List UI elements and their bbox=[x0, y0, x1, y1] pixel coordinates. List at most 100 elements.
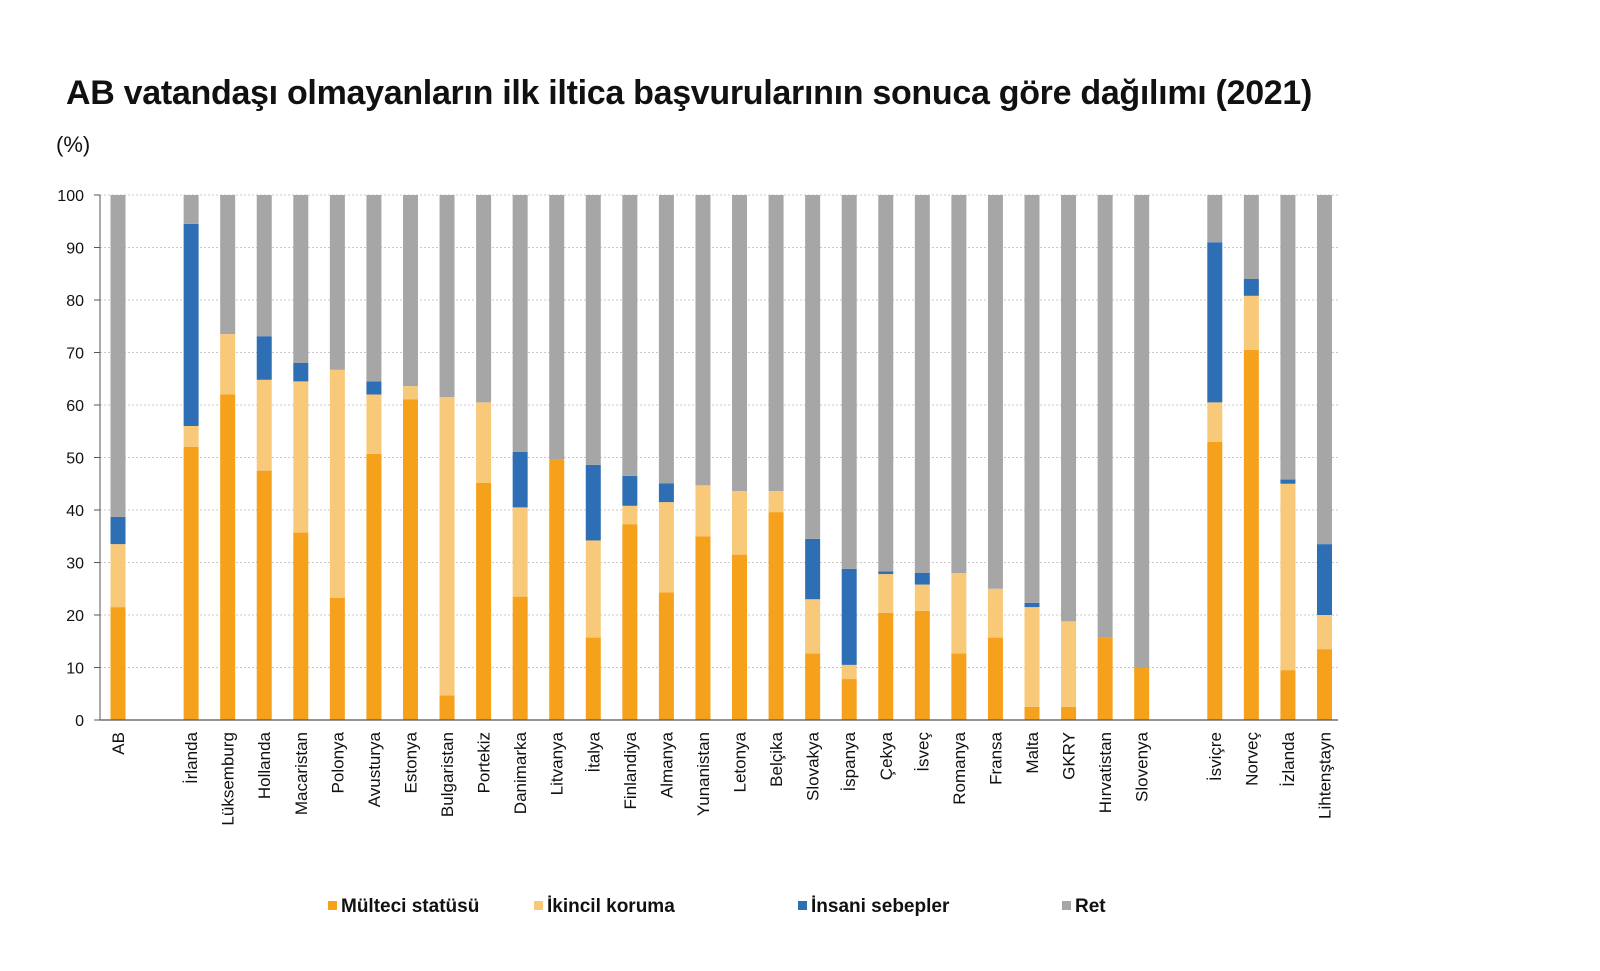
bar-segment bbox=[512, 451, 528, 508]
bar-segment bbox=[476, 482, 492, 720]
y-tick-label: 70 bbox=[66, 346, 84, 363]
x-tick-label: İrlanda bbox=[182, 731, 201, 784]
bar-segment bbox=[914, 573, 930, 585]
bar-segment bbox=[732, 195, 748, 492]
bar-segment bbox=[439, 195, 455, 398]
bar-segment bbox=[512, 596, 528, 720]
x-tick-label: İsviçre bbox=[1206, 732, 1225, 781]
chart-title: AB vatandaşı olmayanların ilk iltica baş… bbox=[66, 74, 1313, 112]
bar-segment bbox=[658, 195, 674, 484]
category-labels: AB İrlanda Lüksemburg Hollanda Macaristan Pol… bbox=[109, 731, 1334, 825]
x-tick-label: Litvanya bbox=[548, 731, 567, 795]
bar-segment bbox=[987, 588, 1003, 638]
y-tick-label: 0 bbox=[75, 713, 84, 730]
bar-segment bbox=[1280, 479, 1296, 484]
legend-swatch bbox=[798, 901, 807, 910]
x-tick-label: Çekya bbox=[877, 731, 896, 780]
bar-segment bbox=[914, 584, 930, 611]
y-tick-label: 50 bbox=[66, 451, 84, 468]
bar-segment bbox=[366, 381, 382, 395]
x-tick-label: Estonya bbox=[401, 731, 420, 793]
bar-segment bbox=[805, 195, 821, 539]
legend-swatch bbox=[328, 901, 337, 910]
x-tick-label: Belçika bbox=[767, 731, 786, 786]
x-tick-label: Hollanda bbox=[255, 731, 274, 799]
x-tick-label: GKRY bbox=[1060, 732, 1079, 780]
bar-segment bbox=[293, 363, 309, 382]
bar-segment bbox=[512, 507, 528, 597]
bar-segment bbox=[1207, 402, 1223, 442]
bar-segment bbox=[878, 571, 894, 575]
bar-segment bbox=[768, 195, 784, 492]
bar-segment bbox=[1207, 441, 1223, 720]
bar-segment bbox=[439, 397, 455, 696]
bar-segment bbox=[293, 532, 309, 720]
legend-label: Mülteci statüsü bbox=[341, 896, 479, 917]
bar-segment bbox=[878, 195, 894, 572]
bar-segment bbox=[768, 512, 784, 720]
bar-segment bbox=[658, 502, 674, 593]
bar-segment bbox=[951, 573, 967, 654]
bar-segment bbox=[549, 195, 565, 460]
bar-segment bbox=[256, 336, 272, 380]
x-tick-label: Bulgaristan bbox=[438, 732, 457, 817]
bar-segment bbox=[1207, 242, 1223, 403]
bar-segment bbox=[622, 475, 638, 506]
legend-swatch bbox=[1062, 901, 1071, 910]
bar-segment bbox=[293, 195, 309, 363]
bar-segment bbox=[658, 483, 674, 503]
bar-segment bbox=[183, 195, 199, 224]
bar-segment bbox=[329, 597, 345, 720]
bar-segment bbox=[585, 637, 601, 720]
bar-segment bbox=[951, 195, 967, 573]
x-tick-label: Letonya bbox=[731, 731, 750, 792]
bar-segment bbox=[841, 568, 857, 665]
bar-segment bbox=[987, 195, 1003, 589]
bar-segment bbox=[476, 402, 492, 483]
x-tick-label: Hırvatistan bbox=[1096, 732, 1115, 813]
x-tick-label: İsveç bbox=[913, 732, 932, 772]
bar-segment bbox=[1024, 607, 1040, 707]
bar-segment bbox=[366, 195, 382, 382]
bar-segment bbox=[805, 599, 821, 654]
y-tick-label: 20 bbox=[66, 608, 84, 625]
bar-segment bbox=[878, 612, 894, 720]
bar-segment bbox=[256, 195, 272, 337]
bar-segment bbox=[1243, 349, 1259, 720]
bar-segment bbox=[1316, 195, 1332, 545]
bar-segment bbox=[256, 470, 272, 720]
bar-segment bbox=[987, 637, 1003, 720]
bar-segment bbox=[183, 223, 199, 426]
x-tick-label: Finlandiya bbox=[621, 731, 640, 809]
bar-segment bbox=[695, 195, 711, 486]
bar-segment bbox=[329, 369, 345, 598]
bar-segment bbox=[914, 610, 930, 720]
y-tick-label: 80 bbox=[66, 293, 84, 310]
bar-segment bbox=[1280, 670, 1296, 720]
bar-segment bbox=[1280, 483, 1296, 671]
x-tick-label: Slovakya bbox=[804, 731, 823, 801]
bar-segment bbox=[805, 653, 821, 720]
bar-segment bbox=[695, 536, 711, 720]
bar-segment bbox=[841, 679, 857, 720]
bar-segment bbox=[1243, 279, 1259, 296]
gridlines bbox=[100, 194, 1338, 668]
x-tick-label: Avusturya bbox=[365, 731, 384, 807]
bar-segment bbox=[1280, 195, 1296, 480]
x-tick-label: İspanya bbox=[840, 731, 859, 791]
x-tick-label: Macaristan bbox=[292, 732, 311, 815]
bar-segment bbox=[585, 195, 601, 465]
bar-segment bbox=[402, 195, 418, 387]
bar-segment bbox=[951, 653, 967, 720]
x-tick-label: Polonya bbox=[328, 731, 347, 793]
y-tick-label: 60 bbox=[66, 398, 84, 415]
bar-segment bbox=[585, 464, 601, 541]
y-tick-label: 10 bbox=[66, 661, 84, 678]
bar-segment bbox=[622, 195, 638, 476]
bar-segment bbox=[220, 334, 236, 395]
bar-segment bbox=[1061, 195, 1077, 622]
y-tick-label: 100 bbox=[57, 188, 84, 205]
bar-segment bbox=[366, 394, 382, 454]
bar-segment bbox=[1061, 706, 1077, 720]
